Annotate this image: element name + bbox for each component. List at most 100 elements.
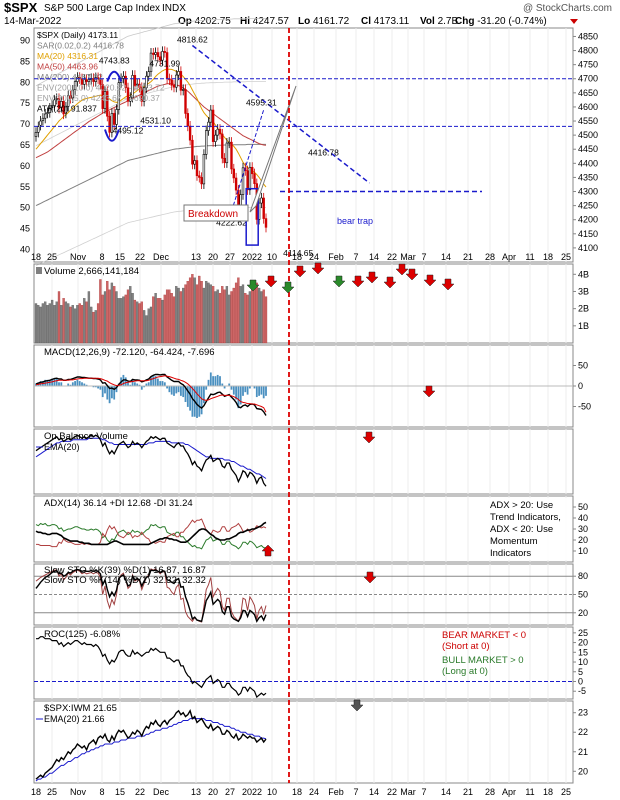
macd-histogram-bar	[152, 376, 155, 386]
macd-histogram-bar	[203, 386, 205, 404]
volume-bar	[53, 305, 56, 344]
adx-line	[35, 521, 267, 546]
price-axis-label-7: 4450	[578, 144, 598, 154]
volume-bar	[237, 277, 240, 344]
x-label-bottom-12: 18	[292, 787, 302, 797]
x-label-mid-10: 2022	[242, 252, 262, 262]
volume-bar	[101, 294, 104, 344]
candle-body	[163, 51, 166, 53]
macd-histogram-bar	[60, 382, 63, 386]
candle-body	[198, 175, 201, 178]
macd-histogram-bar	[186, 386, 189, 407]
panel-frame-1	[33, 263, 574, 344]
volume-bar	[161, 299, 164, 344]
x-label-mid-13: 24	[309, 252, 319, 262]
roc-axis-label-0: 25	[578, 628, 588, 638]
volume-arrow-12-icon	[441, 278, 455, 291]
left-axis-label-6: 70	[20, 119, 30, 129]
panel-frame-7	[33, 700, 574, 784]
change-down-icon	[570, 19, 578, 24]
volume-bar	[232, 287, 235, 344]
candle-body	[142, 87, 146, 102]
volume-bar	[207, 282, 210, 344]
volume-bar	[239, 286, 242, 344]
price-legend-3: MA(50) 4463.96	[37, 62, 98, 72]
price-legend-1: SAR(0.02,0.2) 4416.78	[37, 41, 124, 51]
macd-histogram-bar	[191, 386, 194, 417]
volume-bar	[129, 286, 132, 344]
candle-body	[260, 197, 263, 204]
volume-bar	[50, 299, 54, 344]
volume-bar	[136, 301, 139, 344]
volume-bar	[186, 281, 189, 344]
volume-bar	[78, 303, 81, 344]
macd-histogram-bar	[255, 386, 258, 398]
macd-histogram-bar	[207, 379, 210, 386]
adx-title: ADX(14) 36.14 +DI 12.68 -DI 31.24	[44, 498, 193, 509]
macd-histogram-bar	[76, 379, 79, 386]
sto-title-2: Slow STO %K(14) %D(1) 32.32, 32.32	[44, 575, 206, 586]
candle-body	[230, 141, 233, 170]
ratio-axis-label-0: 23	[578, 708, 588, 718]
volume-bar	[228, 294, 231, 344]
candle-body	[50, 105, 54, 108]
macd-histogram-bar	[136, 383, 139, 386]
candle-body	[41, 117, 45, 121]
candle-body	[202, 154, 206, 185]
price-axis-label-13: 4750	[578, 60, 598, 70]
volume-bar	[80, 305, 84, 344]
x-label-bottom-10: 2022	[242, 787, 262, 797]
x-label-mid-22: 28	[485, 252, 495, 262]
candle-body	[85, 79, 88, 82]
macd-histogram-bar	[223, 386, 226, 389]
sto-axis-label-0: 80	[578, 571, 588, 581]
volume-bar	[55, 301, 58, 344]
macd-histogram-bar	[104, 386, 106, 394]
x-label-bottom-17: 22	[387, 787, 397, 797]
macd-histogram-bar	[173, 386, 175, 396]
candle-body	[214, 134, 217, 142]
macd-histogram-bar	[212, 376, 214, 386]
volume-bar	[44, 301, 47, 344]
sto-axis-label-1: 50	[578, 590, 588, 600]
macd-histogram-bar	[143, 386, 145, 388]
obv-title: On Balance Volume	[44, 431, 128, 442]
ratio-ema-line	[35, 718, 267, 782]
volume-bar	[188, 277, 192, 344]
candle-body	[73, 81, 77, 91]
volume-bar	[234, 282, 238, 344]
candle-body	[57, 98, 61, 109]
candle-body	[60, 101, 63, 108]
volume-bar	[209, 284, 212, 344]
left-axis-label-1: 45	[20, 224, 30, 234]
candle-body	[124, 75, 127, 89]
candle-body	[117, 82, 121, 110]
volume-bar	[96, 303, 100, 344]
candle-body	[228, 141, 231, 144]
volume-bar	[195, 284, 199, 344]
x-label-mid-23: Apr	[502, 252, 516, 262]
bear-trap-label: bear trap	[337, 216, 373, 226]
price-axis-label-14: 4800	[578, 46, 598, 56]
volume-bar	[48, 303, 51, 344]
volume-bar	[184, 284, 187, 344]
volume-bar	[149, 306, 153, 344]
volume-bar	[244, 293, 247, 344]
downtrend-line	[191, 44, 370, 184]
price-axis-label-4: 4300	[578, 187, 598, 197]
volume-arrow-4-icon	[311, 262, 325, 275]
arc-bottom-left	[104, 129, 120, 142]
ma20-line	[35, 68, 267, 188]
volume-bar	[85, 301, 88, 344]
volume-bar	[223, 289, 226, 344]
x-label-bottom-19: 7	[421, 787, 426, 797]
candle-body	[83, 79, 86, 85]
macd-histogram-bar	[97, 386, 99, 389]
adx-note-0: ADX > 20: Use	[490, 500, 553, 511]
sto-title: Slow STO %K(39) %D(1) 16.87, 16.87	[44, 565, 206, 576]
candle-body	[191, 139, 194, 165]
volume-bar	[198, 275, 201, 344]
volume-bar	[106, 281, 109, 344]
volume-arrow-2-icon	[281, 281, 295, 294]
candle-body	[182, 89, 185, 91]
